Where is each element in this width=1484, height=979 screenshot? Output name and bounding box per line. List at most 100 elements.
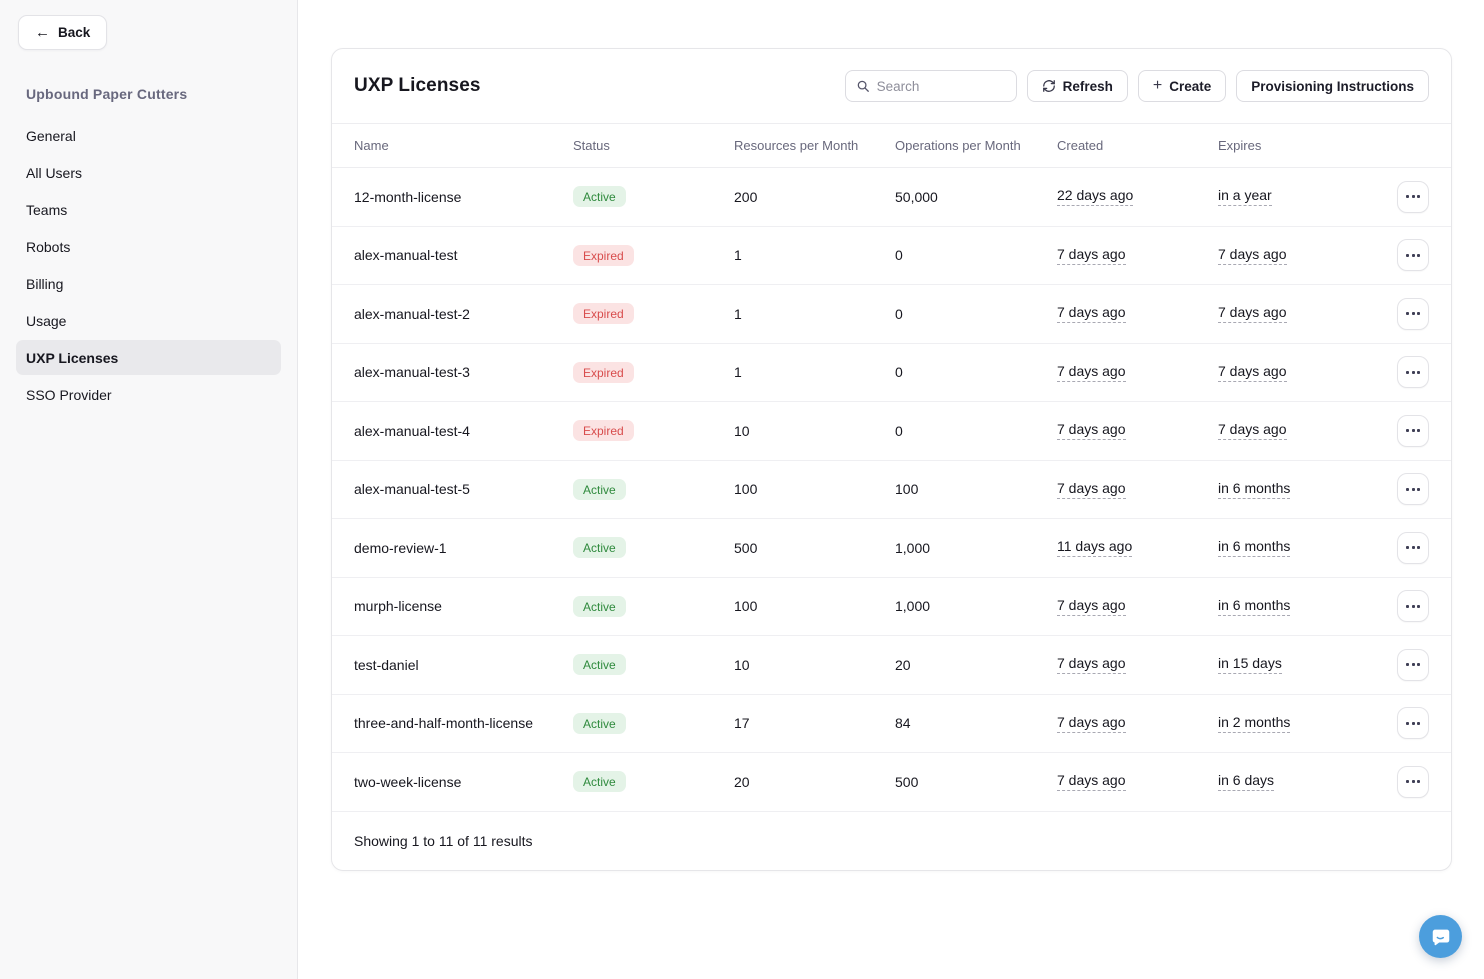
page-title: UXP Licenses xyxy=(354,75,481,96)
resources-per-month: 10 xyxy=(734,422,750,439)
table-body: 12-month-license Active 200 50,000 22 da… xyxy=(332,168,1451,812)
expires-date: in a year xyxy=(1218,187,1272,207)
resources-per-month: 1 xyxy=(734,305,742,322)
operations-per-month: 0 xyxy=(895,305,903,322)
panel-header: UXP Licenses Refresh + xyxy=(332,49,1451,123)
refresh-button[interactable]: Refresh xyxy=(1026,70,1128,102)
table-row: alex-manual-test Expired 1 0 7 days ago … xyxy=(332,227,1451,285)
license-name: alex-manual-test xyxy=(354,247,458,264)
row-actions-button[interactable] xyxy=(1397,180,1429,213)
expires-date: in 2 months xyxy=(1218,714,1291,733)
expires-date: 7 days ago xyxy=(1218,304,1287,324)
sidebar-item-teams[interactable]: Teams xyxy=(26,201,68,218)
sidebar-item-all-users[interactable]: All Users xyxy=(26,164,83,181)
status-badge: Active xyxy=(573,478,626,500)
row-actions-button[interactable] xyxy=(1397,590,1429,623)
status-badge: Active xyxy=(573,595,626,617)
sidebar-item-robots[interactable]: Robots xyxy=(26,238,71,255)
column-header-created: Created xyxy=(1057,138,1104,153)
created-date: 11 days ago xyxy=(1057,538,1133,558)
license-name: murph-license xyxy=(354,598,442,615)
org-title: Upbound Paper Cutters xyxy=(26,86,188,102)
resources-per-month: 10 xyxy=(734,656,750,673)
status-badge: Active xyxy=(573,771,626,793)
resources-per-month: 200 xyxy=(734,188,758,205)
create-button[interactable]: + Create xyxy=(1137,70,1227,102)
row-actions-button[interactable] xyxy=(1397,473,1429,506)
refresh-icon xyxy=(1042,80,1055,92)
uxp-licenses-panel: UXP Licenses Refresh + xyxy=(331,48,1452,871)
status-badge: Active xyxy=(573,537,626,559)
search-input[interactable] xyxy=(876,78,1006,94)
row-actions-button[interactable] xyxy=(1397,297,1429,330)
row-actions-button[interactable] xyxy=(1397,356,1429,389)
license-name: alex-manual-test-2 xyxy=(354,305,470,322)
created-date: 7 days ago xyxy=(1057,421,1126,441)
expires-date: in 6 months xyxy=(1218,480,1291,499)
header-actions: Refresh + Create Provisioning Instructio… xyxy=(844,70,1429,102)
expires-date: in 15 days xyxy=(1218,655,1282,675)
sidebar-item-sso-provider[interactable]: SSO Provider xyxy=(26,386,112,403)
resources-per-month: 100 xyxy=(734,481,758,498)
resources-per-month: 100 xyxy=(734,598,758,615)
sidebar-item-uxp-licenses[interactable]: UXP Licenses xyxy=(16,340,281,375)
created-date: 7 days ago xyxy=(1057,655,1126,675)
sidebar-item-general[interactable]: General xyxy=(26,127,76,144)
status-badge: Expired xyxy=(573,303,634,325)
back-button-label: Back xyxy=(58,25,91,40)
row-actions-button[interactable] xyxy=(1397,239,1429,272)
license-name: alex-manual-test-3 xyxy=(354,364,470,381)
row-actions-button[interactable] xyxy=(1397,765,1429,798)
created-date: 7 days ago xyxy=(1057,480,1126,499)
row-actions-button[interactable] xyxy=(1397,414,1429,447)
created-date: 7 days ago xyxy=(1057,363,1126,382)
operations-per-month: 0 xyxy=(895,422,903,439)
table-row: two-week-license Active 20 500 7 days ag… xyxy=(332,753,1451,812)
expires-date: 7 days ago xyxy=(1218,363,1287,382)
operations-per-month: 0 xyxy=(895,364,903,381)
column-header-status: Status xyxy=(573,138,610,153)
column-header-resources: Resources per Month xyxy=(734,138,859,153)
row-actions-button[interactable] xyxy=(1397,648,1429,681)
search-icon xyxy=(857,80,869,92)
search-box[interactable] xyxy=(844,70,1017,102)
license-name: alex-manual-test-4 xyxy=(354,422,470,439)
expires-date: in 6 months xyxy=(1218,597,1291,616)
status-badge: Active xyxy=(573,654,626,676)
row-actions-button[interactable] xyxy=(1397,531,1429,564)
expires-date: 7 days ago xyxy=(1218,421,1287,441)
operations-per-month: 500 xyxy=(895,773,919,790)
column-header-operations: Operations per Month xyxy=(895,138,1021,153)
expires-date: in 6 months xyxy=(1218,538,1291,558)
provisioning-instructions-button[interactable]: Provisioning Instructions xyxy=(1236,70,1429,102)
created-date: 7 days ago xyxy=(1057,772,1126,792)
operations-per-month: 84 xyxy=(895,715,911,732)
create-button-label: Create xyxy=(1169,78,1212,94)
operations-per-month: 50,000 xyxy=(895,188,938,205)
license-name: two-week-license xyxy=(354,773,462,790)
chat-launcher-button[interactable] xyxy=(1419,915,1462,958)
row-actions-button[interactable] xyxy=(1397,707,1429,740)
created-date: 22 days ago xyxy=(1057,187,1134,207)
license-name: alex-manual-test-5 xyxy=(354,481,470,498)
license-name: demo-review-1 xyxy=(354,539,447,556)
created-date: 7 days ago xyxy=(1057,597,1126,616)
back-button[interactable]: ← Back xyxy=(18,15,108,50)
sidebar-nav: General All Users Teams Robots Billing U… xyxy=(16,118,281,412)
status-badge: Expired xyxy=(573,361,634,383)
results-count: Showing 1 to 11 of 11 results xyxy=(354,832,533,849)
created-date: 7 days ago xyxy=(1057,714,1126,733)
sidebar-item-usage[interactable]: Usage xyxy=(26,312,67,329)
license-name: three-and-half-month-license xyxy=(354,715,533,732)
operations-per-month: 1,000 xyxy=(895,598,931,615)
table-row: three-and-half-month-license Active 17 8… xyxy=(332,695,1451,753)
operations-per-month: 0 xyxy=(895,247,903,264)
resources-per-month: 1 xyxy=(734,247,742,264)
plus-icon: + xyxy=(1152,77,1163,94)
resources-per-month: 17 xyxy=(734,715,750,732)
back-arrow-icon: ← xyxy=(35,24,50,41)
table-footer: Showing 1 to 11 of 11 results xyxy=(332,812,1451,870)
sidebar-item-billing[interactable]: Billing xyxy=(26,275,64,292)
chat-icon xyxy=(1432,929,1449,945)
resources-per-month: 1 xyxy=(734,364,742,381)
